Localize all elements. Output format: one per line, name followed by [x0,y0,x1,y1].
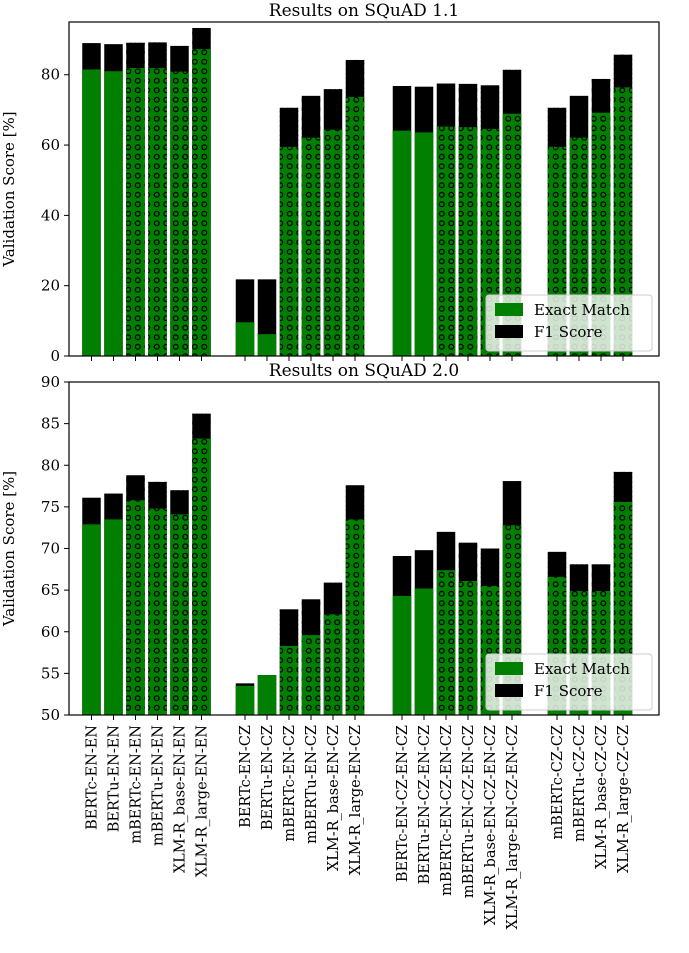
x-tick-label: XLM-R_base-EN-CZ [326,725,342,871]
bar-hatch [547,107,567,356]
bar-hatch [192,413,211,715]
x-tick-label: BERTu-EN-CZ-EN-CZ [417,725,433,884]
x-tick-label: BERTc-EN-CZ [238,725,254,828]
exact-match-bar [257,675,277,715]
plot-frame [68,21,660,357]
x-tick-label: XLM-R_large-EN-CZ-EN-CZ [505,725,521,929]
bar-hatch [569,95,589,357]
y-axis-label: Validation Score [%] [0,471,18,627]
chart-title: Results on SQuAD 2.0 [269,361,459,381]
x-tick-label: BERTu-EN-CZ [260,725,276,830]
x-tick-label: mBERTc-CZ-CZ [550,725,566,839]
bar-hatch [458,542,478,715]
y-tick-label: 90 [41,373,60,391]
bar-hatch [436,531,456,715]
y-tick-label: 60 [41,623,60,641]
bar-hatch [126,42,145,356]
legend-swatch [495,303,523,316]
bar-hatch [480,85,500,356]
x-tick-label: BERTu-EN-EN [107,725,123,833]
exact-match-bar [257,334,277,356]
bar-hatch [613,54,633,357]
bar-hatch [170,45,189,356]
bar-hatch [345,485,365,715]
legend-swatch [495,684,523,697]
bar-hatch [301,599,321,715]
squad11-panel: Results on SQuAD 1.1 Validation Score [%]… [0,1,660,365]
y-tick-label: 0 [50,347,60,365]
exact-match-bar [392,595,412,715]
legend-label: Exact Match [534,301,630,319]
legend-label: F1 Score [534,682,603,700]
x-tick-label: XLM-R_large-CZ-CZ [616,725,632,873]
x-tick-label: XLM-R_large-EN-EN [195,725,211,878]
y-tick-label: 55 [41,664,60,682]
y-tick-label: 70 [41,540,60,558]
bar-hatch [323,582,343,715]
bar-hatch [301,95,321,357]
x-tick-label: BERTc-EN-CZ-EN-CZ [395,725,411,882]
legend-label: F1 Score [534,323,603,341]
legend [485,653,653,711]
exact-match-bar [235,322,255,356]
chart-title: Results on SQuAD 1.1 [269,1,459,21]
y-tick-label: 20 [41,277,60,295]
x-tick-label: mBERTc-EN-EN [129,725,145,844]
y-tick-label: 40 [41,206,60,224]
x-tick-label: mBERTc-EN-CZ-EN-CZ [439,725,455,896]
exact-match-bar [104,71,123,356]
y-axis-label: Validation Score [%] [0,111,18,267]
x-tick-label: XLM-R_base-EN-CZ-EN-CZ [483,725,499,925]
x-tick-label: mBERTu-EN-CZ-EN-CZ [461,725,477,898]
bar-hatch [279,107,299,356]
x-tick-label: BERTc-EN-EN [85,725,101,830]
bar-hatch [458,83,478,356]
plot-frame [68,381,660,716]
exact-match-bar [414,132,434,356]
squad20-panel: Results on SQuAD 2.0 Validation Score [%]… [0,361,660,929]
legend-swatch [495,325,523,338]
bar-hatch [502,69,522,357]
x-tick-label: mBERTu-EN-CZ [304,725,320,844]
y-tick-label: 85 [41,415,60,433]
bar-hatch [126,475,145,715]
x-tick-label: XLM-R_base-EN-EN [173,725,189,873]
legend-swatch [495,662,523,675]
exact-match-bar [235,685,255,715]
exact-match-bar [82,69,101,356]
bar-hatch [591,78,611,357]
exact-match-bar [414,588,434,715]
bar-hatch [345,59,365,357]
exact-match-bar [82,524,101,715]
x-tick-label: mBERTc-EN-CZ [282,725,298,842]
y-tick-label: 60 [41,136,60,154]
bar-hatch [323,89,343,356]
exact-match-bar [104,519,123,715]
legend-label: Exact Match [534,660,630,678]
x-tick-label: mBERTu-CZ-CZ [572,725,588,842]
bar-hatch [148,42,167,357]
bar-hatch [436,83,456,357]
x-tick-label: XLM-R_base-CZ-CZ [594,725,610,869]
y-tick-label: 80 [41,456,60,474]
x-tick-label: XLM-R_large-EN-CZ [348,725,364,875]
y-tick-label: 65 [41,581,60,599]
bar-hatch [148,481,167,715]
bar-hatch [279,609,299,715]
bar-hatch [192,27,211,357]
legend [485,294,653,352]
x-tick-label: mBERTu-EN-EN [151,725,167,846]
y-tick-label: 50 [41,706,60,724]
bar-hatch [170,490,189,715]
exact-match-bar [392,130,412,356]
y-tick-label: 75 [41,498,60,516]
y-tick-label: 80 [41,66,60,84]
